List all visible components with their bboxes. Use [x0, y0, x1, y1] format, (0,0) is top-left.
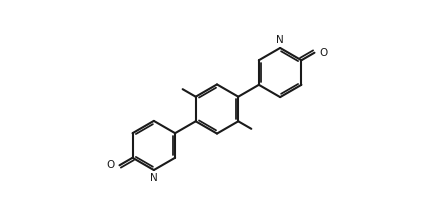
Text: O: O	[106, 160, 114, 170]
Text: N: N	[276, 35, 284, 45]
Text: N: N	[150, 173, 158, 183]
Text: O: O	[319, 48, 328, 58]
